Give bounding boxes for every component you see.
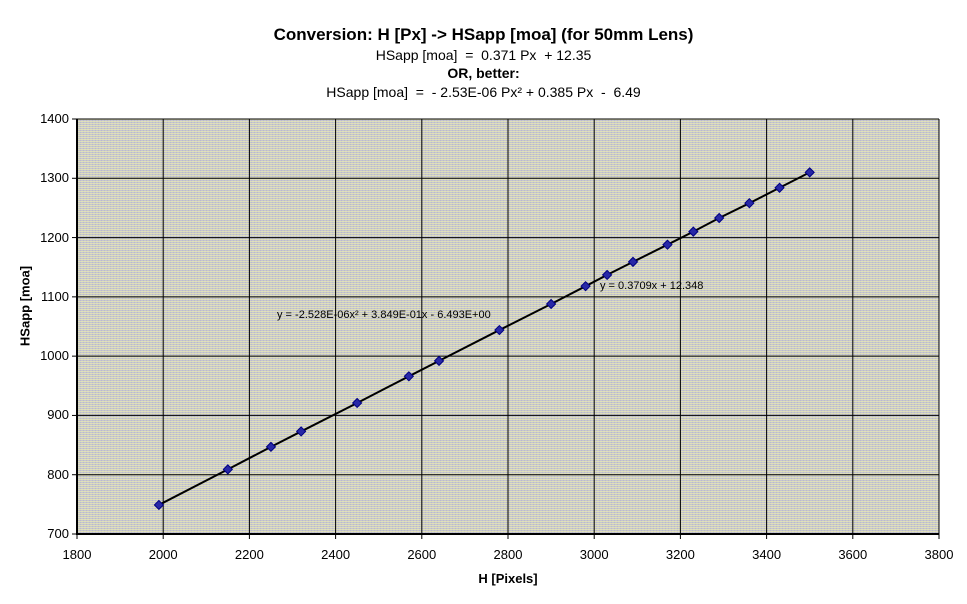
data-point-marker (295, 426, 307, 437)
x-axis-title: H [Pixels] (478, 571, 538, 586)
data-point-marker (627, 256, 639, 268)
y-tick-label: 900 (47, 407, 69, 423)
data-point-marker (713, 212, 725, 224)
x-tick-label: 2200 (234, 547, 264, 562)
formula-linear: HSapp [moa] = 0.371 Px + 12.35 (375, 47, 592, 63)
data-point-marker (804, 167, 815, 178)
x-tick-label: 2600 (407, 547, 437, 562)
chart-title: Conversion: H [Px] -> HSapp [moa] (for 5… (273, 25, 694, 44)
data-point-marker (153, 499, 165, 511)
annotation-linear: y = 0.3709x + 12.348 (600, 280, 704, 292)
x-tick-label: 3400 (752, 547, 782, 562)
y-tick-label: 800 (47, 466, 69, 482)
data-point-marker (774, 182, 785, 193)
data-point-marker (222, 464, 234, 475)
data-point-marker (494, 324, 505, 336)
data-point-marker (744, 197, 755, 209)
y-tick-label: 1300 (40, 170, 69, 186)
formula-quadratic: HSapp [moa] = - 2.53E-06 Px² + 0.385 Px … (326, 84, 641, 100)
data-point-marker (433, 355, 445, 367)
x-tick-label: 2400 (321, 547, 351, 562)
data-point-marker (351, 397, 363, 409)
y-tick-label: 1000 (40, 348, 69, 364)
y-tick-label: 1100 (41, 288, 69, 304)
x-tick-label: 3600 (838, 547, 868, 562)
data-point-marker (601, 269, 613, 281)
data-point-marker (580, 280, 591, 292)
data-point-marker (403, 371, 415, 382)
annotation-quadratic: y = -2.528E-06x² + 3.849E-01x - 6.493E+0… (277, 309, 491, 321)
formula-or-better: OR, better: (447, 65, 520, 81)
y-tick-label: 1200 (40, 229, 69, 245)
y-tick-label: 700 (47, 526, 69, 541)
x-tick-label: 2800 (493, 547, 523, 562)
x-tick-label: 3800 (924, 547, 954, 562)
x-tick-label: 3000 (579, 547, 609, 562)
data-point-marker (545, 298, 557, 310)
y-axis-title: HSapp [moa] (17, 265, 33, 347)
data-point-marker (662, 239, 673, 250)
data-point-marker (265, 441, 277, 453)
x-tick-label: 2000 (148, 547, 178, 562)
y-tick-label: 1400 (40, 111, 69, 126)
x-tick-label: 3200 (665, 547, 695, 562)
data-point-marker (688, 226, 699, 237)
chart-header: Conversion: H [Px] -> HSapp [moa] (for 5… (0, 24, 967, 102)
x-tick-label: 1800 (62, 547, 92, 562)
series-trendline (158, 171, 811, 506)
